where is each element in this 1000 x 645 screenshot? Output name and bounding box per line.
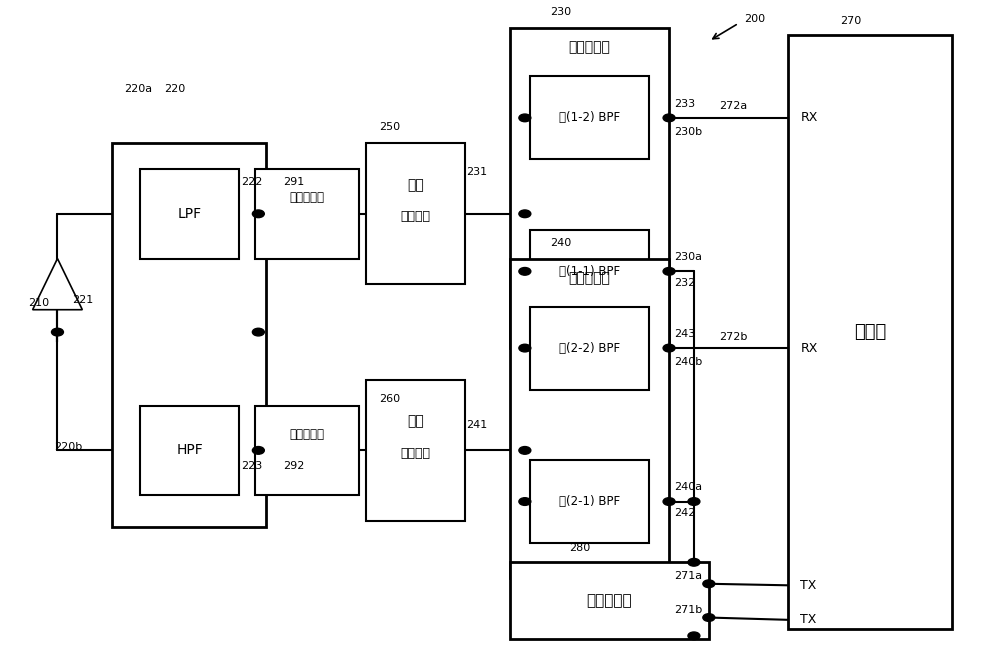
Circle shape bbox=[703, 613, 715, 621]
Text: 功率放大器: 功率放大器 bbox=[587, 593, 632, 608]
Bar bbox=[255, 406, 359, 495]
Text: 243: 243 bbox=[674, 329, 695, 339]
Text: RX: RX bbox=[800, 342, 818, 355]
Circle shape bbox=[703, 580, 715, 588]
Text: 222: 222 bbox=[241, 177, 263, 187]
Bar bbox=[140, 406, 239, 495]
Text: 第一双工器: 第一双工器 bbox=[569, 41, 610, 55]
Circle shape bbox=[688, 632, 700, 640]
Bar bbox=[530, 460, 649, 543]
Text: 280: 280 bbox=[570, 543, 591, 553]
Bar bbox=[530, 76, 649, 159]
Text: 233: 233 bbox=[674, 99, 695, 109]
Text: 221: 221 bbox=[72, 295, 94, 305]
Text: RX: RX bbox=[800, 112, 818, 124]
Text: 232: 232 bbox=[674, 278, 695, 288]
Bar bbox=[366, 380, 465, 521]
Bar bbox=[530, 306, 649, 390]
Text: 第(1-1) BPF: 第(1-1) BPF bbox=[559, 265, 620, 278]
Bar bbox=[112, 143, 266, 527]
Text: 240a: 240a bbox=[674, 482, 702, 493]
Circle shape bbox=[52, 328, 63, 336]
Circle shape bbox=[519, 344, 531, 352]
Circle shape bbox=[519, 268, 531, 275]
Text: 291: 291 bbox=[283, 177, 304, 187]
Text: 240: 240 bbox=[550, 237, 571, 248]
Text: 220: 220 bbox=[164, 84, 185, 94]
Text: HPF: HPF bbox=[176, 443, 203, 457]
Bar bbox=[510, 562, 709, 639]
Text: 220a: 220a bbox=[124, 84, 152, 94]
Bar bbox=[140, 169, 239, 259]
Text: TX: TX bbox=[800, 579, 817, 592]
Bar bbox=[788, 35, 952, 630]
Circle shape bbox=[519, 498, 531, 506]
Bar bbox=[255, 169, 359, 259]
Text: 第(2-1) BPF: 第(2-1) BPF bbox=[559, 495, 620, 508]
Text: 223: 223 bbox=[241, 461, 263, 471]
Text: 292: 292 bbox=[283, 461, 305, 471]
Text: 第一耦合器: 第一耦合器 bbox=[290, 192, 325, 204]
Text: 271a: 271a bbox=[674, 571, 702, 580]
Text: 第二耦合器: 第二耦合器 bbox=[290, 428, 325, 441]
Text: 272b: 272b bbox=[719, 332, 747, 342]
Text: 200: 200 bbox=[744, 14, 765, 24]
Circle shape bbox=[663, 344, 675, 352]
Circle shape bbox=[519, 114, 531, 122]
Text: 220b: 220b bbox=[54, 442, 83, 452]
Circle shape bbox=[519, 210, 531, 217]
Text: 260: 260 bbox=[379, 394, 400, 404]
Bar bbox=[530, 230, 649, 313]
Circle shape bbox=[519, 446, 531, 454]
Bar bbox=[510, 259, 669, 579]
Text: TX: TX bbox=[800, 613, 817, 626]
Text: 230: 230 bbox=[550, 7, 571, 17]
Text: 231: 231 bbox=[466, 167, 487, 177]
Text: 250: 250 bbox=[379, 123, 400, 132]
Text: 第(1-2) BPF: 第(1-2) BPF bbox=[559, 112, 620, 124]
Circle shape bbox=[663, 114, 675, 122]
Circle shape bbox=[663, 498, 675, 506]
Text: 242: 242 bbox=[674, 508, 695, 518]
Text: LPF: LPF bbox=[178, 207, 202, 221]
Bar bbox=[366, 143, 465, 284]
Text: 271b: 271b bbox=[674, 605, 702, 615]
Text: 230a: 230a bbox=[674, 252, 702, 263]
Text: 开关电路: 开关电路 bbox=[400, 210, 430, 223]
Circle shape bbox=[252, 328, 264, 336]
Text: 230b: 230b bbox=[674, 127, 702, 137]
Circle shape bbox=[663, 268, 675, 275]
Text: 收发器: 收发器 bbox=[854, 323, 887, 341]
Text: 210: 210 bbox=[28, 299, 49, 308]
Text: 第(2-2) BPF: 第(2-2) BPF bbox=[559, 342, 620, 355]
Text: 272a: 272a bbox=[719, 101, 747, 112]
Bar bbox=[510, 28, 669, 348]
Circle shape bbox=[688, 498, 700, 506]
Circle shape bbox=[252, 210, 264, 217]
Text: 开关电路: 开关电路 bbox=[400, 447, 430, 460]
Circle shape bbox=[252, 446, 264, 454]
Text: 241: 241 bbox=[466, 420, 487, 430]
Text: 第二: 第二 bbox=[407, 415, 424, 429]
Text: 270: 270 bbox=[841, 15, 862, 26]
Text: 第一: 第一 bbox=[407, 178, 424, 192]
Polygon shape bbox=[33, 259, 82, 310]
Circle shape bbox=[688, 559, 700, 566]
Text: 240b: 240b bbox=[674, 357, 702, 367]
Text: 第二双工器: 第二双工器 bbox=[569, 271, 610, 284]
